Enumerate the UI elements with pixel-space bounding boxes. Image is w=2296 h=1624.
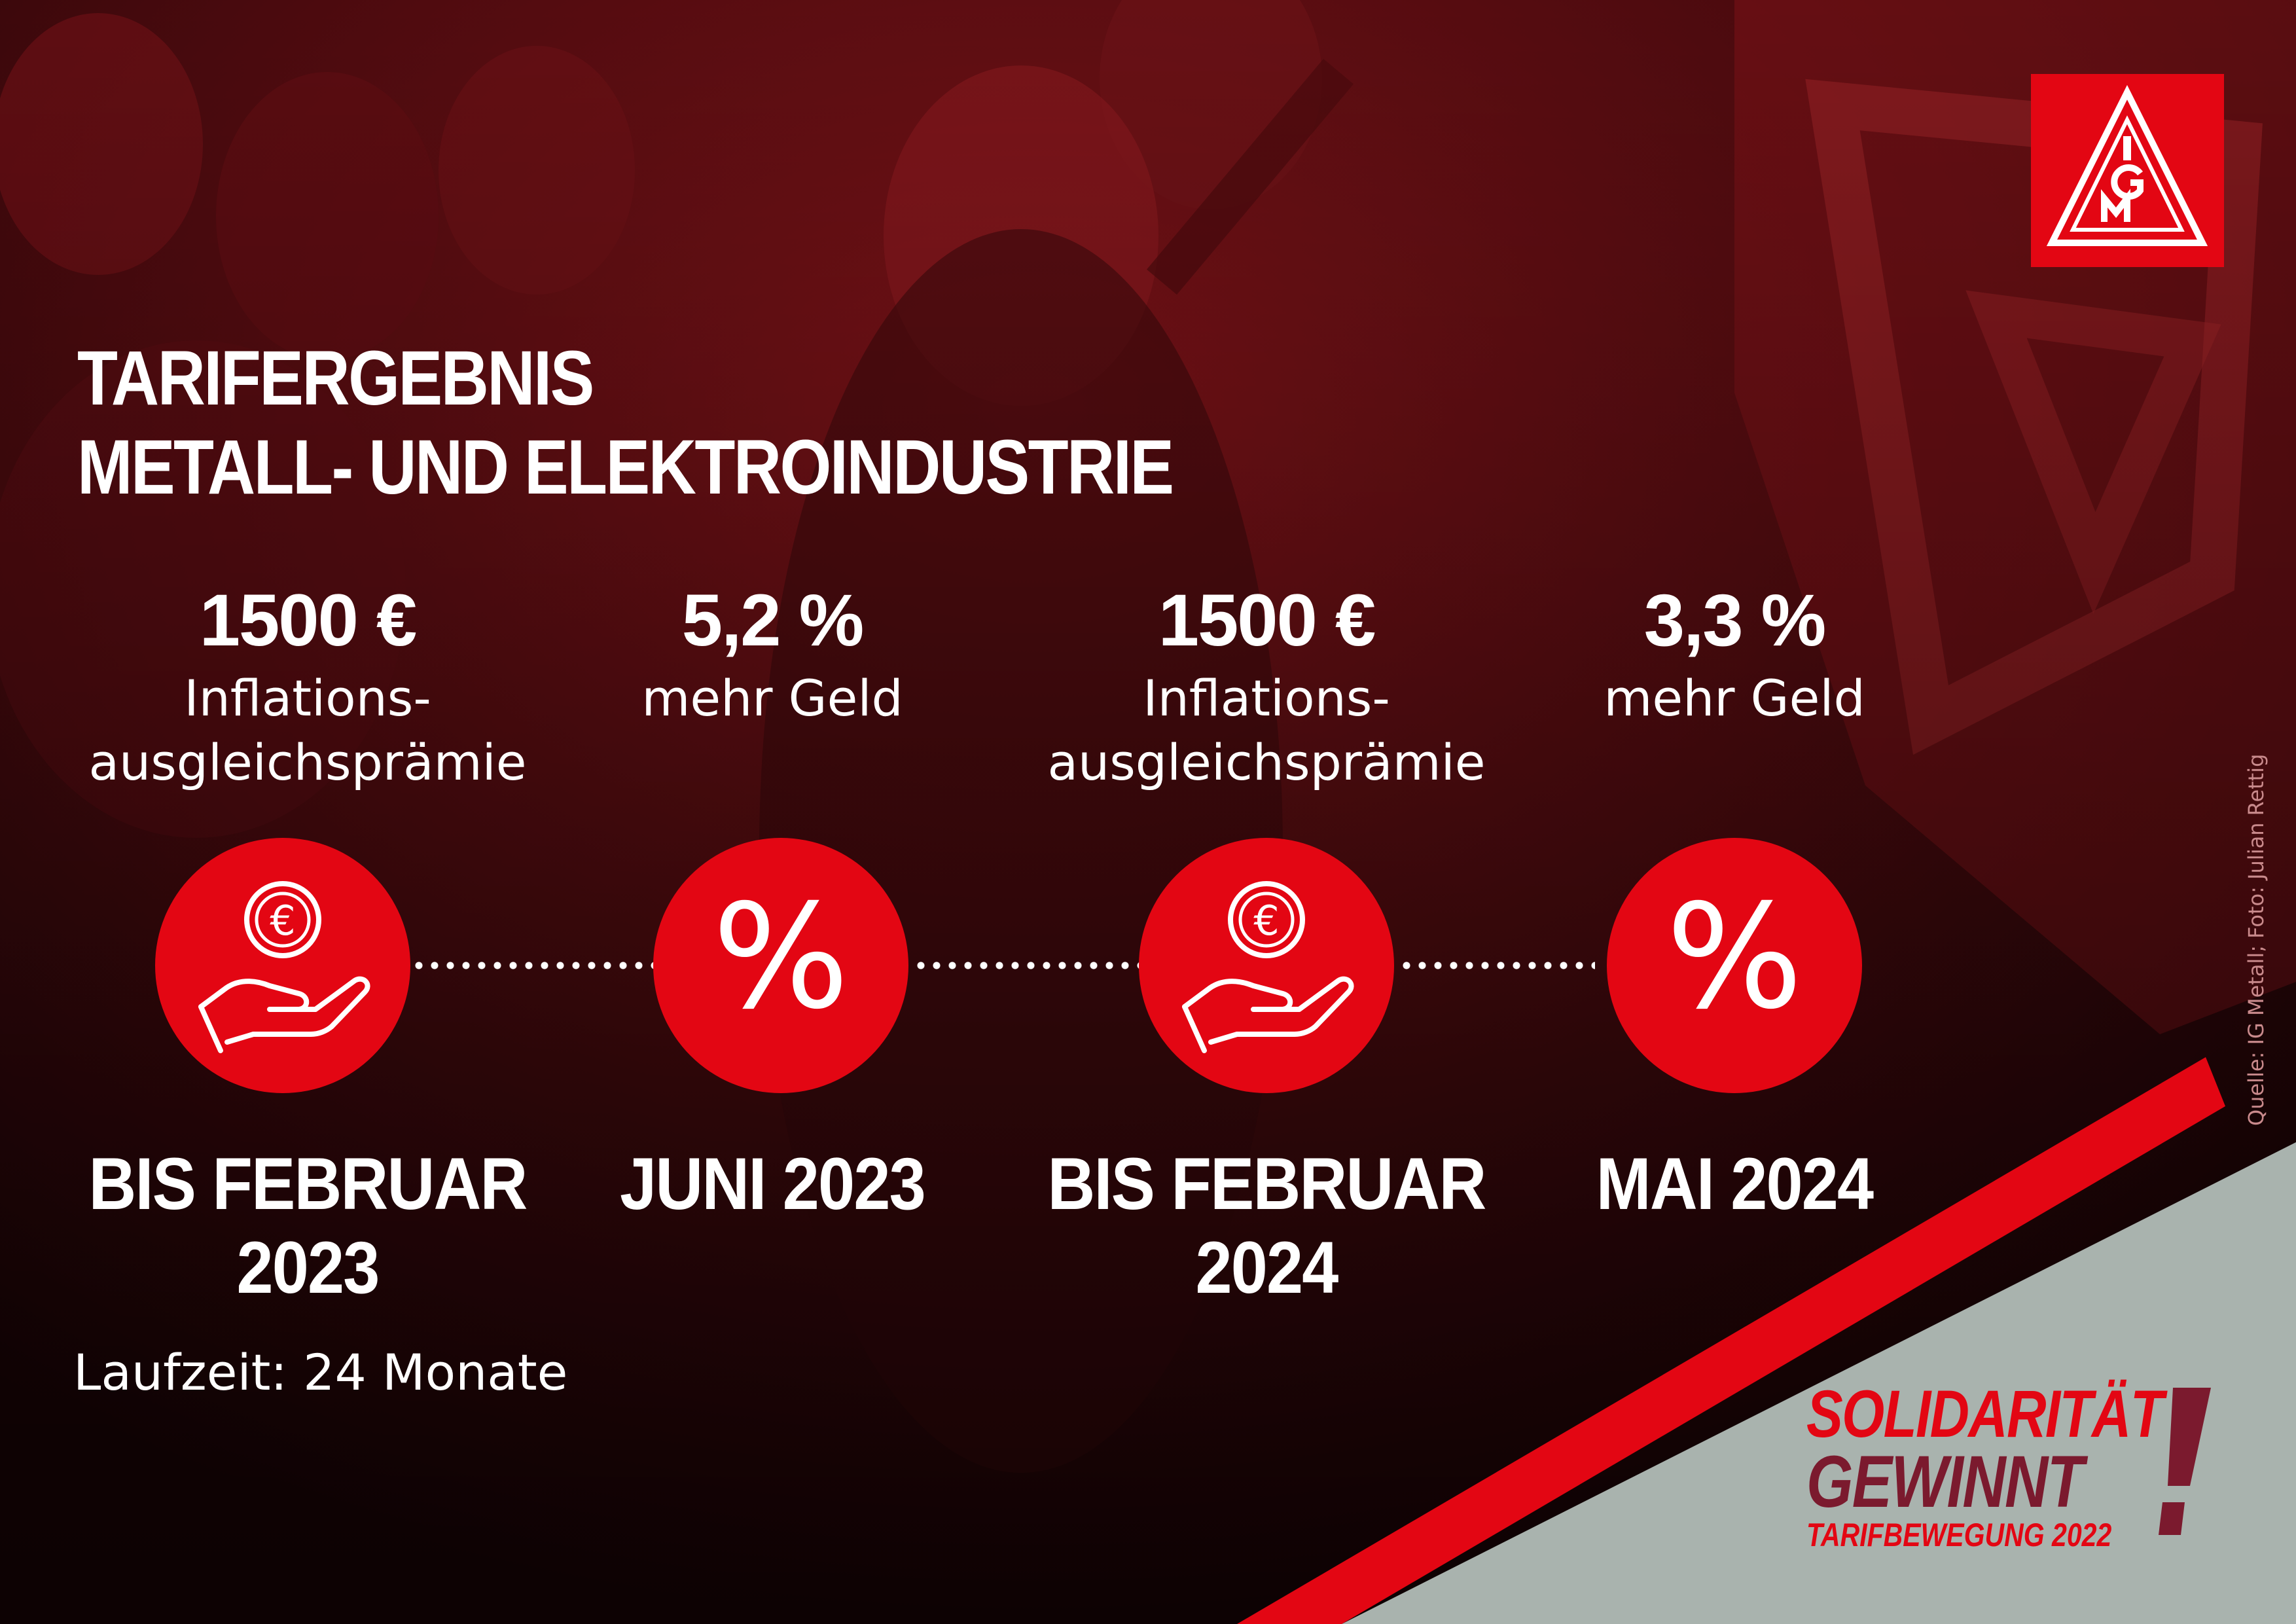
slogan-line-3: TARIFBEWEGUNG 2022 (1806, 1517, 2112, 1553)
timeline-step-2: 5,2 % mehr Geld JUNI 2023 (524, 0, 1021, 1624)
step-date: MAI 2024 (1511, 1142, 1958, 1226)
step-amount: 1500 € (1158, 579, 1376, 661)
step-description: mehr Geld (1486, 666, 1983, 731)
step-description-line-2: ausgleichsprämie (1047, 733, 1486, 791)
step-description: Inflations- ausgleichsprämie (1018, 666, 1515, 795)
step-date-line-1: MAI 2024 (1596, 1143, 1874, 1225)
timeline-step-4: 3,3 % mehr Geld MAI 2024 (1486, 0, 1983, 1624)
duration-note: Laufzeit: 24 Monate (73, 1343, 568, 1401)
timeline-step-3: 1500 € Inflations- ausgleichsprämie BIS … (1018, 0, 1515, 1624)
step-description-line-1: Inflations- (1143, 669, 1390, 727)
euro-coin-hand-icon: € (1182, 881, 1354, 1053)
euro-coin-hand-icon: € (198, 881, 370, 1053)
percent-icon: % (1666, 873, 1803, 1041)
title-line-1: TARIFERGEBNIS (77, 335, 594, 422)
step-date: BIS FEBRUAR 2024 (1043, 1142, 1490, 1310)
ig-metall-logo (2031, 74, 2224, 267)
slogan-line-1: SOLIDARITÄT (1806, 1377, 2164, 1451)
source-credit: Quelle: IG Metall; Foto: Julian Rettig (2244, 753, 2269, 1126)
step-date: BIS FEBRUAR 2023 (84, 1142, 531, 1310)
step-amount: 5,2 % (681, 579, 864, 661)
step-amount: 1500 € (199, 579, 418, 661)
step-description-line-2: ausgleichsprämie (88, 733, 527, 791)
step-date-line-2: 2024 (1195, 1227, 1338, 1308)
step-date-line-1: BIS FEBRUAR (1047, 1143, 1486, 1225)
timeline-circle-2: % (653, 838, 908, 1093)
step-description-line-1: mehr Geld (1604, 669, 1865, 727)
page-title: TARIFERGEBNIS METALL- UND ELEKTROINDUSTR… (77, 334, 1174, 512)
step-date-line-1: BIS FEBRUAR (88, 1143, 528, 1225)
svg-text:€: € (1253, 897, 1279, 945)
step-amount: 3,3 % (1643, 579, 1826, 661)
timeline-connector (913, 962, 1149, 969)
step-date: JUNI 2023 (548, 1142, 996, 1226)
svg-text:€: € (270, 897, 295, 945)
step-description: Inflations- ausgleichsprämie (59, 666, 556, 795)
step-date-line-1: JUNI 2023 (620, 1143, 926, 1225)
step-description-line-1: Inflations- (184, 669, 431, 727)
exclamation-mark-icon (2159, 1388, 2211, 1535)
timeline-circle-1: € (155, 838, 410, 1093)
timeline-circle-3: € (1139, 838, 1394, 1093)
ig-metall-logo-icon (2046, 84, 2208, 246)
step-description: mehr Geld (524, 666, 1021, 731)
step-date-line-2: 2023 (236, 1227, 380, 1308)
timeline-connector (380, 962, 655, 969)
campaign-slogan: SOLIDARITÄT GEWINNT TARIFBEWEGUNG 2022 (1806, 1377, 2206, 1553)
slogan-line-2: GEWINNT (1806, 1441, 2084, 1523)
timeline-circle-4: % (1607, 838, 1862, 1093)
timeline-step-1: 1500 € Inflations- ausgleichsprämie BIS … (59, 0, 556, 1624)
timeline-connector (1399, 962, 1595, 969)
title-line-2: METALL- UND ELEKTROINDUSTRIE (77, 424, 1174, 511)
step-description-line-1: mehr Geld (641, 669, 903, 727)
percent-icon: % (712, 873, 850, 1041)
